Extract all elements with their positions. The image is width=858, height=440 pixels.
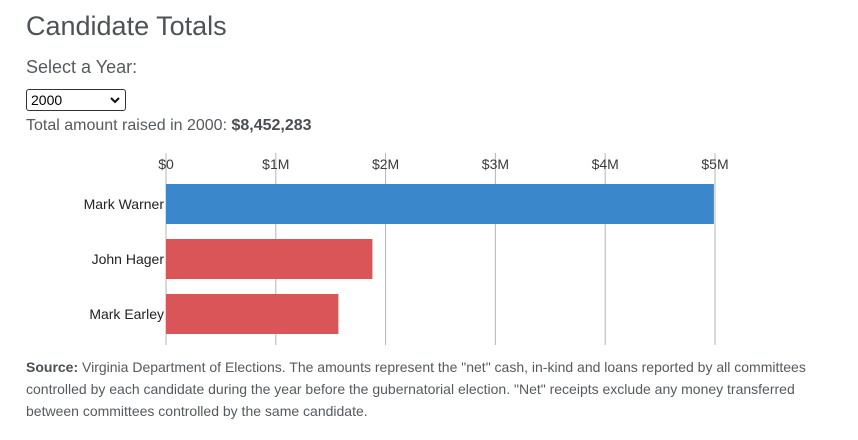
x-tick-label: $4M <box>592 156 619 172</box>
x-tick-label: $5M <box>701 156 728 172</box>
bar <box>166 184 714 224</box>
x-axis-ticks: $0 $1M $2M $3M $4M $5M <box>158 156 728 172</box>
candidate-labels: Mark Warner John Hager Mark Earley <box>84 196 165 322</box>
bars <box>166 184 714 334</box>
source-label: Source: <box>26 359 79 375</box>
x-tick-label: $0 <box>158 156 174 172</box>
x-tick-label: $3M <box>482 156 509 172</box>
total-raised-amount: $8,452,283 <box>231 117 312 134</box>
source-note: Source: Virginia Department of Elections… <box>26 356 826 422</box>
total-raised-label: Total amount raised in 2000: <box>26 117 228 134</box>
bar <box>166 294 339 334</box>
year-select[interactable]: 2000 <box>26 89 126 111</box>
candidate-label: John Hager <box>92 251 165 267</box>
year-select-label: Select a Year: <box>26 57 138 77</box>
chevron-down-icon <box>110 97 120 104</box>
page-title: Candidate Totals <box>26 11 227 41</box>
x-tick-label: $1M <box>262 156 289 172</box>
source-text: Virginia Department of Elections. The am… <box>26 359 806 419</box>
total-raised: Total amount raised in 2000: $8,452,283 <box>26 115 312 137</box>
candidate-label: Mark Earley <box>89 306 164 322</box>
candidate-label: Mark Warner <box>84 196 165 212</box>
x-tick-label: $2M <box>372 156 399 172</box>
year-select-value: 2000 <box>31 92 63 108</box>
bar <box>166 239 373 279</box>
